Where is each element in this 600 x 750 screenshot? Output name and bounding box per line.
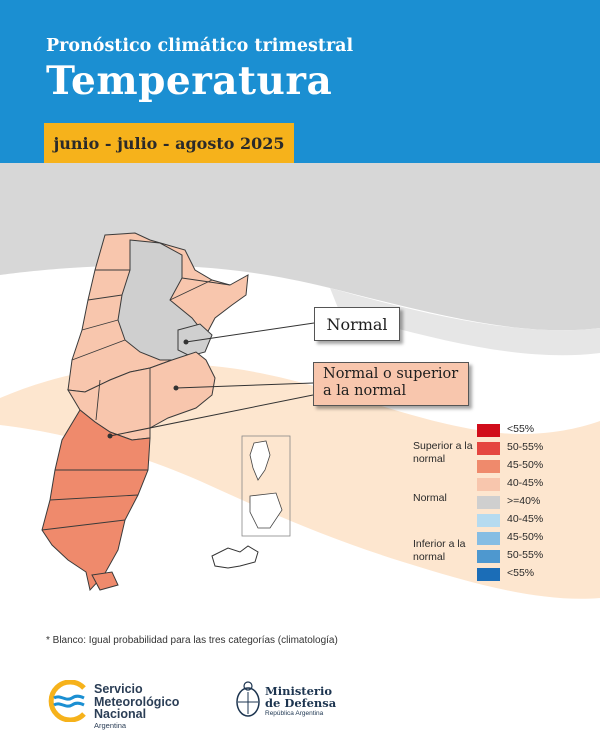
legend-label: 45-50%: [507, 459, 544, 471]
period-badge: junio - julio - agosto 2025: [44, 123, 294, 163]
legend-swatch: [477, 460, 500, 473]
legend-item: 45-50%: [477, 529, 597, 547]
antarctica-inset: [241, 435, 291, 537]
legend-label: >=40%: [507, 495, 541, 507]
smn-line3: Nacional: [94, 707, 147, 721]
header-banner: Pronóstico climático trimestral Temperat…: [0, 0, 600, 163]
legend-item: >=40%: [477, 493, 597, 511]
smn-line2: Meteorológico: [94, 694, 180, 709]
legend-label: <55%: [507, 423, 535, 435]
page-subtitle: Pronóstico climático trimestral: [46, 36, 354, 56]
legend-group-inferior: Inferior a la normal: [413, 538, 466, 563]
legend-label: 40-45%: [507, 513, 544, 525]
region-tierra-del-fuego: [91, 571, 119, 591]
region-normal-northeast: [177, 323, 213, 357]
legend-item: 40-45%: [477, 475, 597, 493]
mindef-sub: República Argentina: [265, 710, 324, 717]
smn-line1: Servicio: [94, 682, 143, 696]
legend-swatch: [477, 478, 500, 491]
legend-label: 50-55%: [507, 549, 544, 561]
legend-item: 50-55%: [477, 547, 597, 565]
smn-sub: Argentina: [94, 720, 127, 730]
smn-logo-icon: [48, 680, 86, 722]
malvinas-islands: [211, 545, 259, 569]
legend-swatch: [477, 514, 500, 527]
legend-swatch: [477, 442, 500, 455]
map-regions: [41, 232, 249, 592]
legend-item: 45-50%: [477, 457, 597, 475]
legend-item: <55%: [477, 565, 597, 583]
legend-swatch: [477, 568, 500, 581]
mindef-wordmark: Ministerio de Defensa República Argentin…: [265, 684, 337, 718]
page-title: Temperatura: [46, 58, 333, 104]
callout-superior-line1: Normal o superior: [323, 366, 459, 382]
footnote: * Blanco: Igual probabilidad para las tr…: [46, 635, 338, 646]
mindef-line1: Ministerio: [265, 684, 333, 698]
mindef-line2: de Defensa: [265, 695, 337, 710]
legend-item: <55%: [477, 421, 597, 439]
legend-label: 50-55%: [507, 441, 544, 453]
legend-group-normal: Normal: [413, 492, 447, 504]
legend-label: 40-45%: [507, 477, 544, 489]
callout-normal-superior: Normal o superior a la normal: [313, 362, 469, 406]
legend-item: 40-45%: [477, 511, 597, 529]
coat-of-arms-icon: [236, 681, 260, 717]
legend-swatch: [477, 496, 500, 509]
legend-label: 45-50%: [507, 531, 544, 543]
legend-swatch: [477, 532, 500, 545]
legend-swatch: [477, 550, 500, 563]
callout-normal: Normal: [314, 307, 400, 341]
legend-label: <55%: [507, 567, 535, 579]
legend-item: 50-55%: [477, 439, 597, 457]
legend-group-superior: Superior a la normal: [413, 440, 473, 465]
smn-wordmark: Servicio Meteorológico Nacional Argentin…: [94, 683, 179, 731]
callout-leaders: [107, 322, 315, 439]
callout-superior-line2: a la normal: [323, 383, 407, 399]
legend-swatch: [477, 424, 500, 437]
